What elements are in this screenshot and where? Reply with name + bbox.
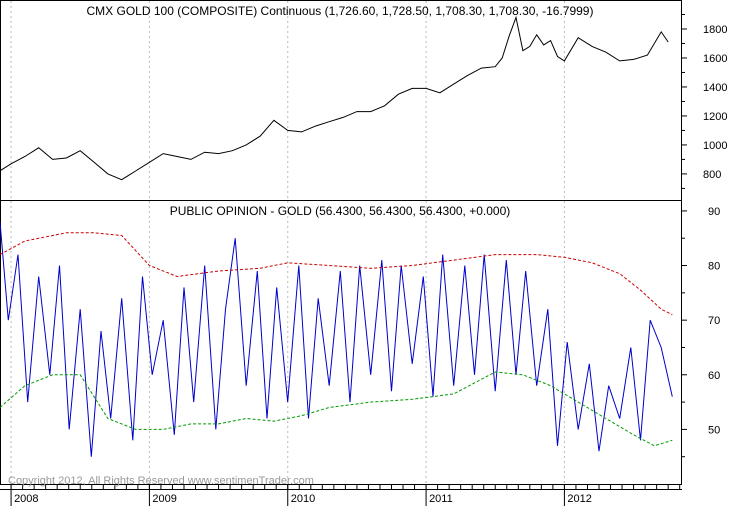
price-panel-frame: [0, 0, 682, 201]
sentiment-panel-frame: [0, 200, 682, 485]
price-year-gridlines: [10, 1, 565, 200]
public-opinion-series: [0, 221, 673, 457]
sentiment-y-axis: 50 60 70 80 90: [682, 206, 720, 458]
price-y-tick-label: 1400: [703, 82, 727, 94]
x-tick-label: 2012: [567, 493, 591, 505]
x-tick-label: 2009: [152, 493, 176, 505]
sentiment-y-tick-label: 90: [708, 206, 720, 218]
x-axis: 2008 2009 2010 2011 2012: [10, 484, 681, 506]
gold-price-series: [0, 15, 669, 181]
sentiment-y-tick-label: 80: [708, 261, 720, 273]
x-tick-label: 2008: [14, 493, 38, 505]
sentiment-chart-title: PUBLIC OPINION - GOLD (56.4300, 56.4300,…: [170, 204, 511, 218]
price-y-axis: 800 1000 1200 1400 1600 1800: [682, 13, 727, 189]
lower-band-line: [0, 371, 673, 447]
sentiment-year-gridlines: [10, 201, 565, 484]
copyright-notice: Copyright 2012, All Rights Reserved www.…: [8, 475, 314, 487]
price-chart-title: CMX GOLD 100 (COMPOSITE) Continuous (1,7…: [87, 4, 594, 18]
x-tick-label: 2010: [291, 493, 315, 505]
price-y-tick-label: 1800: [703, 24, 727, 36]
price-y-tick-label: 1600: [703, 53, 727, 65]
sentiment-y-tick-label: 60: [708, 370, 720, 382]
gold-price-line: [0, 15, 669, 181]
price-y-tick-label: 1000: [703, 140, 727, 152]
x-tick-label: 2011: [429, 493, 453, 505]
price-y-tick-label: 1200: [703, 111, 727, 123]
sentiment-y-tick-label: 50: [708, 424, 720, 436]
upper-band-line: [0, 232, 673, 316]
public-opinion-line: [0, 221, 673, 457]
sentiment-y-tick-label: 70: [708, 315, 720, 327]
price-y-tick-label: 800: [703, 169, 721, 181]
